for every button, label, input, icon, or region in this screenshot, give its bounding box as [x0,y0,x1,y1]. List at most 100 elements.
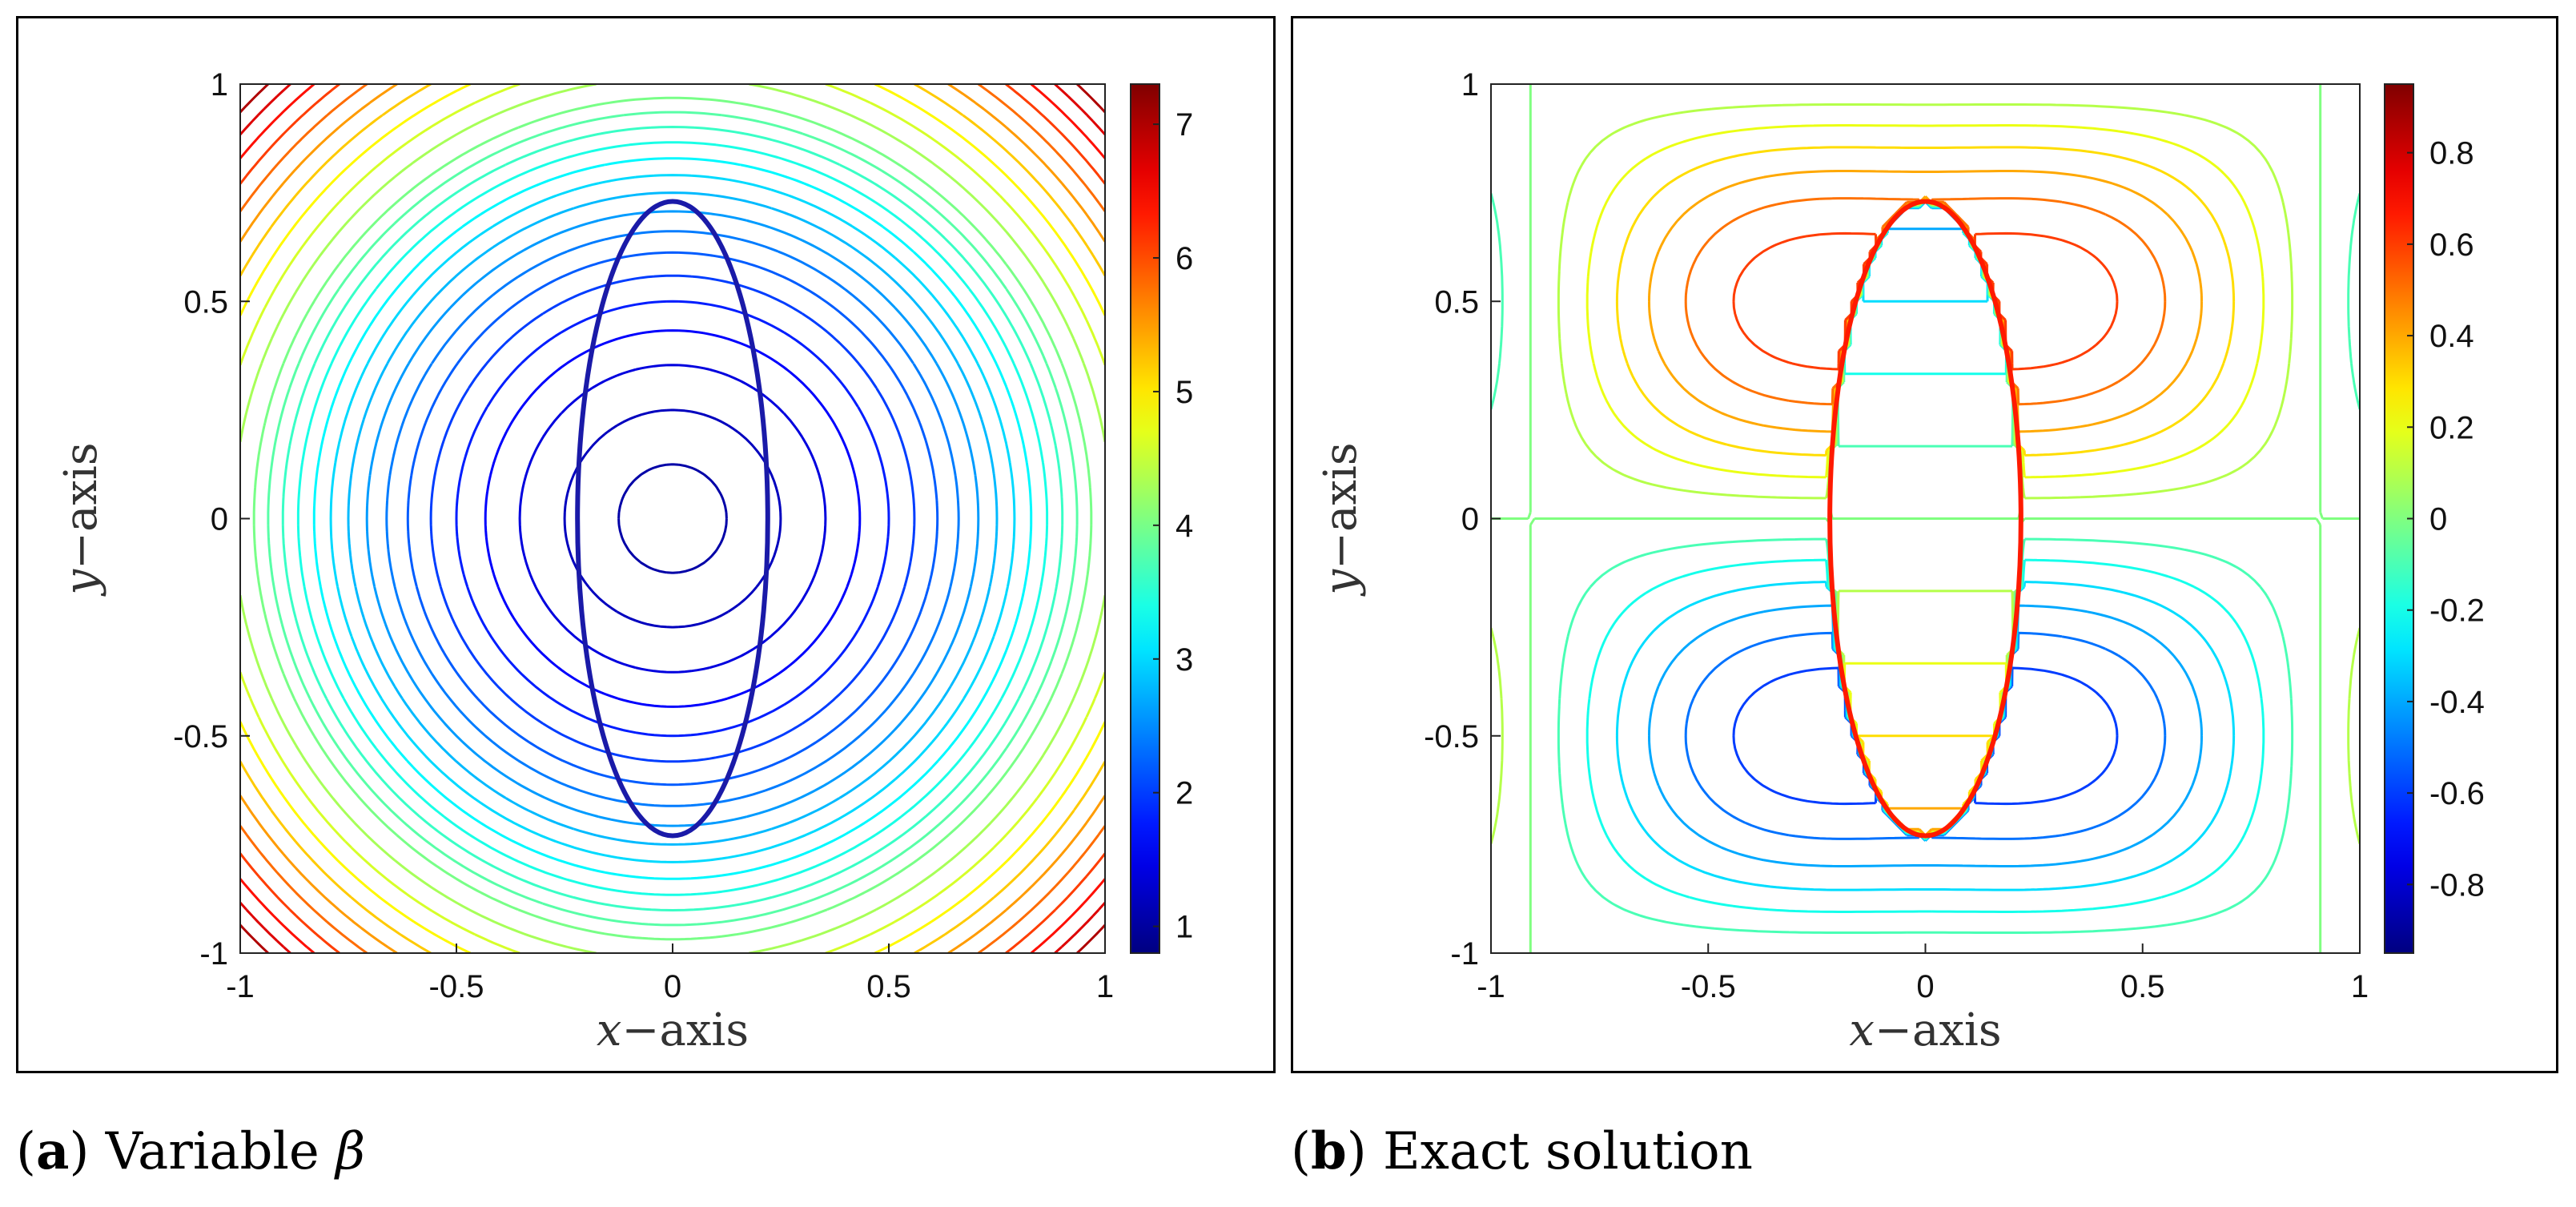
x-axis-label-rest-b: axis [1912,1004,2002,1056]
colorbar-tick-label-b-5: -0.2 [2429,593,2485,629]
contour-level-b-8 [1491,193,2360,934]
contour-level-a-12 [296,141,1049,896]
colorbar-tick-label-b-2: 0.4 [2429,319,2474,354]
x-axis-label-var-a: x [597,1004,622,1056]
colorbar-tick-label-a-3: 4 [1175,509,1193,544]
ytick-label-b-3: 0.5 [1434,284,1479,320]
contour-level-a-3 [484,329,862,708]
y-axis-label-var-a: y [55,569,107,597]
colorbar-tick-label-a-0: 1 [1175,910,1193,945]
caption-b-text: Exact solution [1383,1122,1753,1181]
contour-level-a-2 [518,364,827,674]
x-axis-label-var-b: x [1849,1004,1875,1056]
contour-level-a-22 [240,84,1105,953]
contour-level-a-19 [240,84,1105,953]
x-axis-label-a: x−axis [597,1004,749,1056]
contour-level-a-9 [347,191,999,846]
ytick-label-a-4: 1 [211,67,228,103]
contour-level-a-20 [240,84,1105,953]
y-axis-label-rest-a: axis [55,442,107,532]
contour-level-a-23 [240,84,1105,953]
colorbar-tick-label-b-4: 0 [2429,502,2447,537]
x-axis-label-b: x−axis [1849,1004,2001,1056]
colorbar-tick-label-b-8: -0.8 [2429,867,2485,903]
ytick-label-a-2: 0 [211,502,228,537]
colorbar-tick-label-a-5: 6 [1175,241,1193,276]
xtick-label-a-1: -0.5 [429,969,484,1004]
ytick-label-b-2: 0 [1461,502,1479,537]
colorbar-tick-label-a-2: 3 [1175,642,1193,678]
contour-level-a-1 [563,408,782,629]
contour-level-b-6 [1615,200,2236,891]
colorbar-tick-label-a-6: 7 [1175,107,1193,143]
colorbar-a [1130,83,1160,954]
contour-level-a-15 [252,96,1093,941]
ytick-label-b-0: -1 [1450,936,1479,972]
interface-ellipse-a [575,199,770,839]
xtick-label-b-3: 0.5 [2120,969,2165,1004]
interface-ellipse-b [1827,199,2023,839]
contour-level-b-10 [1491,103,2360,844]
contour-lines-a [240,84,1105,953]
contour-level-a-11 [312,157,1033,880]
contour-level-a-5 [429,274,916,763]
ytick-label-b-4: 1 [1461,67,1479,103]
colorbar-tick-label-b-0: 0.8 [2429,136,2474,171]
contour-level-a-7 [385,230,960,807]
panel-b-frame [1291,16,2558,1073]
xtick-label-b-1: -0.5 [1681,969,1736,1004]
contour-level-b-12 [1615,146,2236,837]
xtick-label-a-0: -1 [226,969,255,1004]
colorbar-tick-label-b-7: -0.6 [2429,776,2485,811]
contour-level-a-10 [329,174,1016,863]
colorbar-tick-label-b-6: -0.4 [2429,685,2485,720]
ytick-label-a-0: -1 [199,936,228,972]
y-axis-label-minus-b: − [1315,532,1367,569]
contour-lines-b [1491,84,2360,953]
caption-a-letter: a [35,1121,70,1181]
contour-level-a-6 [406,251,939,787]
caption-a-symbol: β [336,1122,366,1181]
x-axis-label-rest-a: axis [659,1004,749,1056]
contour-level-a-21 [240,84,1105,953]
xtick-label-a-4: 1 [1096,969,1114,1004]
xtick-label-b-0: -1 [1477,969,1505,1004]
ytick-label-a-3: 0.5 [183,284,228,320]
contour-level-a-8 [365,210,980,827]
caption-b: (b) Exact solution [1291,1121,1753,1181]
xtick-label-b-4: 1 [2351,969,2369,1004]
contour-level-b-11 [1585,124,2265,838]
colorbar-tick-label-a-4: 5 [1175,375,1193,410]
contour-level-a-0 [617,463,728,574]
xtick-label-b-2: 0 [1916,969,1934,1004]
contour-level-a-14 [267,111,1079,927]
contour-level-a-17 [240,84,1105,953]
ytick-label-a-1: -0.5 [173,719,228,754]
colorbar-tick-label-b-3: 0.2 [2429,410,2474,445]
xtick-label-a-3: 0.5 [866,969,911,1004]
contour-level-a-13 [281,126,1064,911]
xtick-label-a-2: 0 [664,969,681,1004]
y-axis-label-b: y−axis [1315,442,1367,597]
x-axis-label-minus-b: − [1875,1004,1912,1056]
caption-a: (a) Variable β [16,1121,366,1181]
y-axis-label-var-b: y [1315,569,1367,597]
caption-b-letter: b [1310,1121,1347,1181]
x-axis-label-minus-a: − [622,1004,660,1056]
caption-a-text: Variable [105,1122,319,1181]
y-axis-label-a: y−axis [55,442,107,597]
contour-level-a-25 [240,84,1105,953]
contour-level-b-9 [1491,84,2360,953]
colorbar-tick-label-a-1: 2 [1175,776,1193,811]
contour-level-a-24 [240,84,1105,953]
panel-a-frame [16,16,1276,1073]
contour-level-b-7 [1585,199,2265,913]
colorbar-tick-label-b-1: 0.6 [2429,227,2474,263]
y-axis-label-minus-a: − [55,532,107,569]
contour-level-a-18 [240,84,1105,953]
contour-level-a-16 [240,84,1105,953]
y-axis-label-rest-b: axis [1315,442,1367,532]
ytick-label-b-1: -0.5 [1424,719,1479,754]
